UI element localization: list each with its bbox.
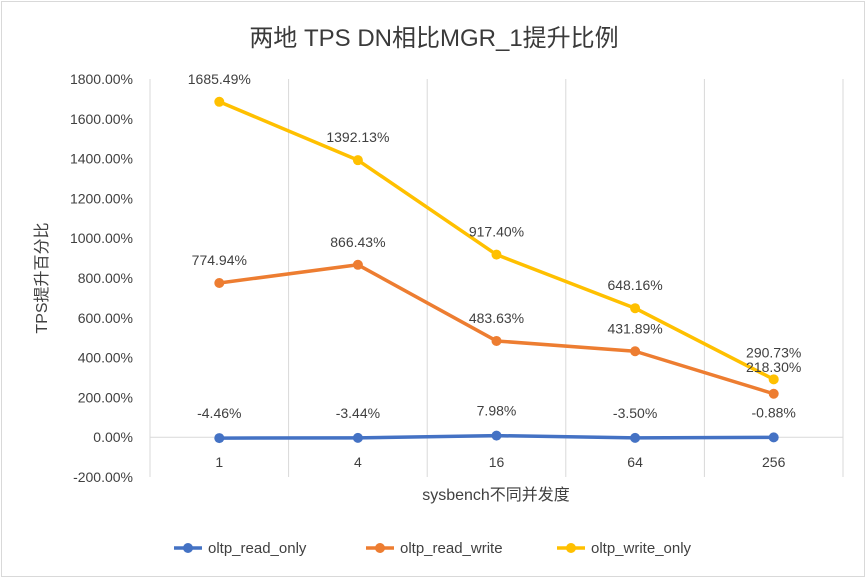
- data-label-oltp_read_only: -3.50%: [613, 405, 657, 421]
- y-tick-label: 1400.00%: [70, 151, 133, 167]
- data-label-oltp_write_only: 1392.13%: [326, 129, 389, 145]
- y-tick-label: -200.00%: [73, 469, 133, 485]
- legend-label-oltp_write_only: oltp_write_only: [591, 540, 692, 557]
- data-labels: -4.46% -3.44% 7.98% -3.50% -0.88% 774.94% 866.…: [188, 71, 802, 421]
- data-label-oltp_read_write: 431.89%: [607, 320, 662, 336]
- data-label-oltp_write_only: 648.16%: [607, 277, 662, 293]
- y-tick-label: 200.00%: [78, 389, 133, 405]
- y-tick-label: 400.00%: [78, 350, 133, 366]
- legend: oltp_read_only oltp_read_write oltp_write_…: [174, 540, 692, 557]
- y-axis-label: TPS提升百分比: [33, 222, 51, 333]
- point-oltp_read_write: [491, 335, 502, 346]
- point-oltp_write_only: [214, 96, 225, 107]
- x-tick-label: 256: [762, 454, 786, 470]
- series-group: [214, 96, 779, 444]
- x-axis-ticks: 1 4 16 64 256: [215, 454, 785, 470]
- legend-label-oltp_read_write: oltp_read_write: [400, 540, 503, 557]
- data-label-oltp_read_write: 483.63%: [469, 310, 524, 326]
- data-label-oltp_read_only: 7.98%: [477, 403, 517, 419]
- point-oltp_read_only: [491, 430, 502, 441]
- data-label-oltp_read_only: -0.88%: [752, 404, 796, 420]
- data-label-oltp_write_only: 290.73%: [746, 344, 801, 360]
- point-oltp_write_only: [630, 303, 641, 314]
- point-oltp_read_write: [630, 346, 641, 357]
- data-label-oltp_write_only: 1685.49%: [188, 71, 251, 87]
- data-label-oltp_read_only: -3.44%: [336, 405, 380, 421]
- point-oltp_write_only: [491, 249, 502, 260]
- point-oltp_read_only: [630, 432, 641, 443]
- x-tick-label: 4: [354, 454, 362, 470]
- point-oltp_read_only: [352, 432, 363, 443]
- legend-marker-oltp_read_only: [183, 543, 193, 553]
- legend-marker-oltp_read_write: [375, 543, 385, 553]
- y-tick-label: 600.00%: [78, 310, 133, 326]
- point-oltp_read_write: [214, 277, 225, 288]
- data-label-oltp_read_write: 866.43%: [330, 234, 385, 250]
- legend-label-oltp_read_only: oltp_read_only: [208, 540, 307, 557]
- series-line-oltp_read_write: [217, 263, 776, 396]
- y-tick-label: 1600.00%: [70, 111, 133, 127]
- data-label-oltp_read_write: 218.30%: [746, 359, 801, 375]
- data-label-oltp_write_only: 917.40%: [469, 224, 524, 240]
- legend-marker-oltp_write_only: [566, 543, 576, 553]
- y-tick-label: 1800.00%: [70, 71, 133, 87]
- x-tick-label: 16: [489, 454, 505, 470]
- chart-title: 两地 TPS DN相比MGR_1提升比例: [249, 25, 618, 52]
- y-axis-ticks: -200.00% 0.00% 200.00% 400.00% 600.00% 800.00…: [70, 71, 133, 485]
- y-tick-label: 800.00%: [78, 270, 133, 286]
- data-label-oltp_read_write: 774.94%: [192, 252, 247, 268]
- point-oltp_write_only: [352, 155, 363, 166]
- y-tick-label: 1200.00%: [70, 190, 133, 206]
- x-axis-label: sysbench不同并发度: [422, 486, 570, 504]
- point-oltp_write_only: [768, 374, 779, 385]
- point-oltp_read_only: [768, 432, 779, 443]
- point-oltp_read_write: [352, 259, 363, 270]
- point-oltp_read_write: [768, 388, 779, 399]
- data-label-oltp_read_only: -4.46%: [197, 405, 241, 421]
- point-oltp_read_only: [214, 433, 225, 444]
- x-tick-label: 1: [215, 454, 223, 470]
- x-tick-label: 64: [627, 454, 643, 470]
- y-tick-label: 0.00%: [93, 429, 133, 445]
- y-tick-label: 1000.00%: [70, 230, 133, 246]
